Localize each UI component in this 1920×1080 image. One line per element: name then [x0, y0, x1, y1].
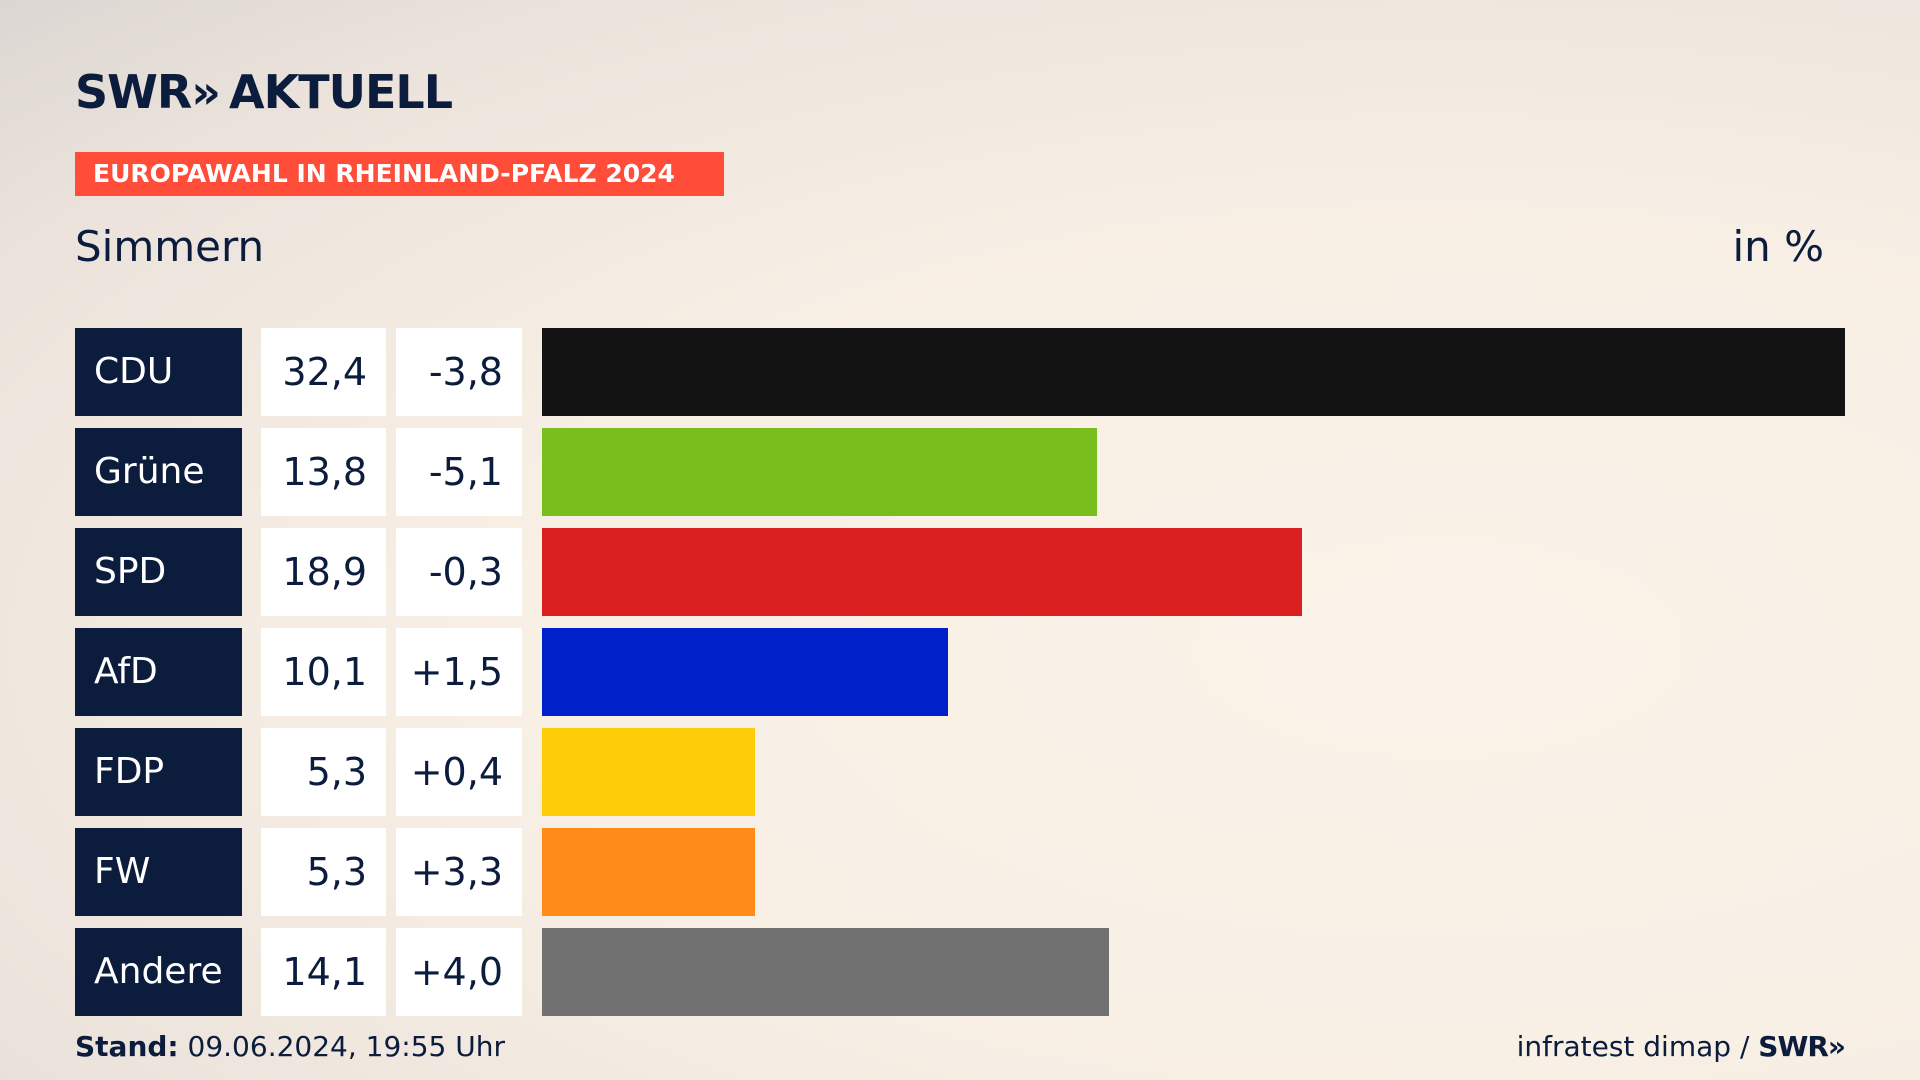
vote-share-bar: [542, 628, 948, 716]
vote-share-bar: [542, 328, 1845, 416]
timestamp: Stand: 09.06.2024, 19:55 Uhr: [75, 1030, 505, 1064]
source-credit: infratest dimap / SWR»: [1516, 1030, 1846, 1064]
result-row: FDP 5,3 +0,4: [75, 728, 1845, 816]
party-label: AfD: [75, 628, 242, 716]
place-title: Simmern: [75, 222, 265, 271]
vote-share-change: -3,8: [396, 328, 522, 416]
vote-share-value: 5,3: [261, 728, 386, 816]
stand-label: Stand:: [75, 1030, 179, 1063]
logo-swr: SWR: [75, 65, 192, 119]
party-label: Grüne: [75, 428, 242, 516]
vote-share-change: +3,3: [396, 828, 522, 916]
result-row: SPD 18,9 -0,3: [75, 528, 1845, 616]
vote-share-value: 10,1: [261, 628, 386, 716]
swr-aktuell-logo: SWR» AKTUELL: [75, 65, 453, 119]
vote-share-bar: [542, 428, 1097, 516]
vote-share-value: 14,1: [261, 928, 386, 1016]
result-row: Grüne 13,8 -5,1: [75, 428, 1845, 516]
logo-aktuell: AKTUELL: [229, 65, 453, 119]
vote-share-value: 32,4: [261, 328, 386, 416]
vote-share-value: 5,3: [261, 828, 386, 916]
vote-share-change: +4,0: [396, 928, 522, 1016]
unit-label: in %: [1732, 222, 1824, 271]
vote-share-bar: [542, 828, 755, 916]
vote-share-value: 13,8: [261, 428, 386, 516]
vote-share-bar: [542, 928, 1109, 1016]
source-text: infratest dimap /: [1516, 1030, 1759, 1063]
source-swr-logo: SWR: [1758, 1030, 1829, 1063]
party-label: Andere: [75, 928, 242, 1016]
vote-share-change: -0,3: [396, 528, 522, 616]
source-chevrons-icon: »: [1827, 1030, 1846, 1063]
party-label: SPD: [75, 528, 242, 616]
logo-chevrons-icon: »: [191, 65, 221, 119]
party-label: CDU: [75, 328, 242, 416]
result-row: CDU 32,4 -3,8: [75, 328, 1845, 416]
stand-value: 09.06.2024, 19:55 Uhr: [187, 1030, 505, 1063]
party-label: FW: [75, 828, 242, 916]
vote-share-bar: [542, 528, 1302, 616]
vote-share-change: -5,1: [396, 428, 522, 516]
vote-share-bar: [542, 728, 755, 816]
result-row: FW 5,3 +3,3: [75, 828, 1845, 916]
vote-share-value: 18,9: [261, 528, 386, 616]
result-row: Andere 14,1 +4,0: [75, 928, 1845, 1016]
party-label: FDP: [75, 728, 242, 816]
vote-share-change: +1,5: [396, 628, 522, 716]
election-tag: EUROPAWAHL IN RHEINLAND-PFALZ 2024: [75, 152, 724, 196]
result-row: AfD 10,1 +1,5: [75, 628, 1845, 716]
vote-share-change: +0,4: [396, 728, 522, 816]
